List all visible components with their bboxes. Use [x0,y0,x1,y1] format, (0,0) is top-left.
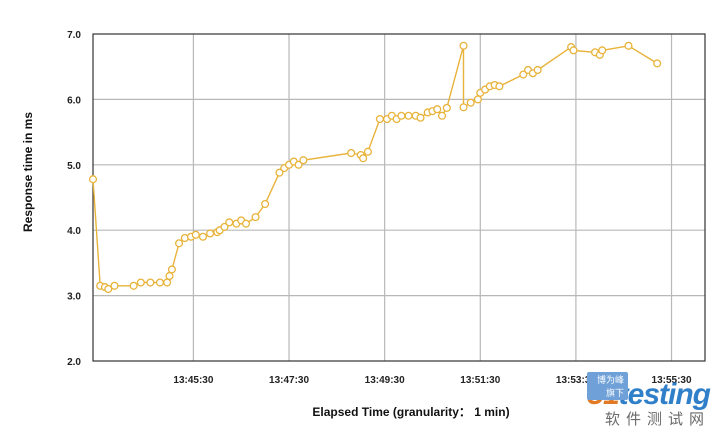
x-tick-label: 13:47:30 [269,375,309,386]
data-point [251,213,260,222]
data-point [88,175,98,184]
data-point [363,147,372,156]
x-tick-label: 13:45:30 [173,375,213,386]
data-point [146,278,155,287]
y-tick-label: 7.0 [67,30,81,41]
data-point [220,222,229,231]
data-point [261,199,270,209]
data-point [375,114,384,124]
data-point [206,229,215,238]
data-point [347,148,356,158]
data-point [653,59,662,68]
watermark-subtitle: 软件测试网 [604,410,710,428]
data-point [533,65,542,75]
data-point [104,285,113,294]
data-point [473,95,482,104]
x-tick-label: 13:51:30 [460,375,500,386]
data-point [275,168,284,177]
y-tick-label: 3.0 [67,292,81,303]
y-tick-label: 6.0 [67,95,81,106]
data-point [437,111,447,120]
data-point [136,278,145,287]
data-point [624,41,633,50]
data-point [299,156,308,165]
data-points [88,41,662,294]
y-tick-label: 4.0 [67,226,81,237]
site-watermark: 博为峰旗下 51testing 软件测试网 [587,372,711,428]
data-point [598,46,607,55]
x-axis-label: Elapsed Time (granularity： 1 min) [312,405,509,419]
data-point [569,46,578,55]
grid-lines [93,34,705,361]
data-point [442,103,451,112]
data-point [110,281,119,290]
data-point [397,111,406,120]
data-point [519,70,528,79]
watermark-logo-main: testing [618,378,711,411]
data-point [359,154,368,163]
x-tick-label: 13:55:30 [652,375,692,386]
data-point [466,98,475,107]
data-point [165,271,174,281]
data-point [404,111,413,120]
data-point [241,219,251,228]
data-point [495,82,504,91]
data-point [294,160,303,169]
data-point [225,218,234,227]
data-point [459,103,468,112]
series-line [92,45,658,290]
plot-frame [92,33,706,362]
x-tick-labels: 13:45:30 13:47:30 13:49:30 13:51:30 13:53:30… [173,375,692,386]
data-point [191,230,200,239]
y-tick-label: 2.0 [67,357,81,368]
x-tick-label: 13:53:30 [556,375,596,386]
x-tick-label: 13:49:30 [365,375,405,386]
data-point [155,278,164,287]
data-point [433,105,442,114]
data-point [167,265,176,274]
watermark-tag: 博为峰旗下 [587,372,628,400]
data-point [198,232,208,241]
y-tick-labels: 2.0 3.0 4.0 5.0 6.0 7.0 [67,30,81,368]
data-point [459,41,468,50]
data-point [175,239,184,248]
data-point [129,281,138,290]
data-point [163,278,172,287]
data-point [416,113,425,122]
y-axis-label: Response time in ms [21,112,35,232]
y-tick-label: 5.0 [67,161,81,172]
